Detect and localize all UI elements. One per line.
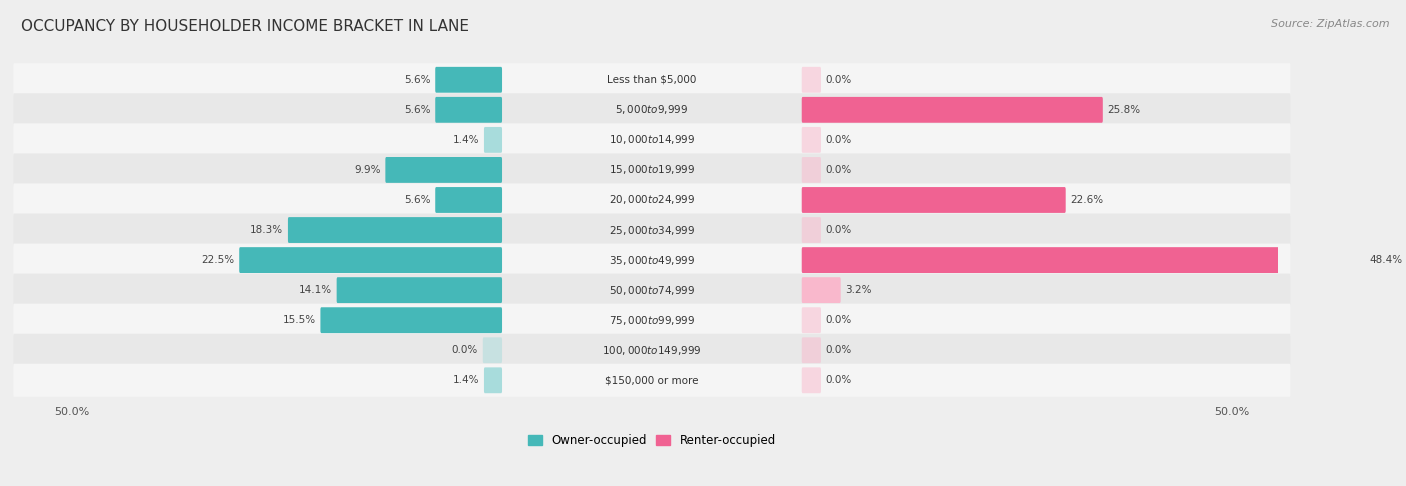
Text: 0.0%: 0.0% [825,75,852,85]
FancyBboxPatch shape [14,364,1291,397]
Text: $15,000 to $19,999: $15,000 to $19,999 [609,163,695,176]
FancyBboxPatch shape [239,247,502,273]
Text: $20,000 to $24,999: $20,000 to $24,999 [609,193,695,207]
Text: OCCUPANCY BY HOUSEHOLDER INCOME BRACKET IN LANE: OCCUPANCY BY HOUSEHOLDER INCOME BRACKET … [21,19,470,35]
Text: 0.0%: 0.0% [825,315,852,325]
FancyBboxPatch shape [288,217,502,243]
FancyBboxPatch shape [801,187,1066,213]
FancyBboxPatch shape [336,277,502,303]
Text: $5,000 to $9,999: $5,000 to $9,999 [616,104,689,116]
FancyBboxPatch shape [436,97,502,123]
FancyBboxPatch shape [14,274,1291,307]
Text: 22.5%: 22.5% [201,255,235,265]
FancyBboxPatch shape [801,367,821,393]
Text: 48.4%: 48.4% [1369,255,1403,265]
Text: 3.2%: 3.2% [845,285,872,295]
FancyBboxPatch shape [482,337,502,363]
Text: $100,000 to $149,999: $100,000 to $149,999 [602,344,702,357]
Text: 18.3%: 18.3% [250,225,283,235]
FancyBboxPatch shape [14,304,1291,337]
FancyBboxPatch shape [14,243,1291,277]
FancyBboxPatch shape [14,93,1291,126]
FancyBboxPatch shape [14,123,1291,156]
Text: Less than $5,000: Less than $5,000 [607,75,696,85]
Text: 9.9%: 9.9% [354,165,381,175]
FancyBboxPatch shape [385,157,502,183]
Text: $150,000 or more: $150,000 or more [605,375,699,385]
Text: $35,000 to $49,999: $35,000 to $49,999 [609,254,695,267]
Text: 0.0%: 0.0% [825,165,852,175]
Text: 0.0%: 0.0% [825,135,852,145]
Text: 0.0%: 0.0% [825,375,852,385]
Text: 0.0%: 0.0% [451,345,478,355]
Text: $75,000 to $99,999: $75,000 to $99,999 [609,313,695,327]
FancyBboxPatch shape [801,157,821,183]
FancyBboxPatch shape [801,67,821,93]
Text: $25,000 to $34,999: $25,000 to $34,999 [609,224,695,237]
FancyBboxPatch shape [14,213,1291,246]
Text: Source: ZipAtlas.com: Source: ZipAtlas.com [1271,19,1389,30]
FancyBboxPatch shape [14,334,1291,367]
Text: $50,000 to $74,999: $50,000 to $74,999 [609,284,695,296]
FancyBboxPatch shape [484,127,502,153]
Text: 5.6%: 5.6% [404,195,430,205]
Text: 5.6%: 5.6% [404,105,430,115]
FancyBboxPatch shape [14,63,1291,96]
Text: 25.8%: 25.8% [1108,105,1140,115]
Text: 0.0%: 0.0% [825,345,852,355]
Text: 5.6%: 5.6% [404,75,430,85]
FancyBboxPatch shape [801,307,821,333]
Text: 1.4%: 1.4% [453,135,479,145]
Text: 1.4%: 1.4% [453,375,479,385]
FancyBboxPatch shape [321,307,502,333]
FancyBboxPatch shape [801,277,841,303]
FancyBboxPatch shape [436,187,502,213]
FancyBboxPatch shape [801,217,821,243]
FancyBboxPatch shape [436,67,502,93]
Text: $10,000 to $14,999: $10,000 to $14,999 [609,133,695,146]
Legend: Owner-occupied, Renter-occupied: Owner-occupied, Renter-occupied [527,434,776,447]
Text: 0.0%: 0.0% [825,225,852,235]
FancyBboxPatch shape [801,97,1102,123]
FancyBboxPatch shape [801,337,821,363]
FancyBboxPatch shape [801,247,1365,273]
Text: 15.5%: 15.5% [283,315,315,325]
FancyBboxPatch shape [801,127,821,153]
FancyBboxPatch shape [14,154,1291,187]
FancyBboxPatch shape [14,183,1291,216]
FancyBboxPatch shape [484,367,502,393]
Text: 14.1%: 14.1% [298,285,332,295]
Text: 22.6%: 22.6% [1070,195,1104,205]
